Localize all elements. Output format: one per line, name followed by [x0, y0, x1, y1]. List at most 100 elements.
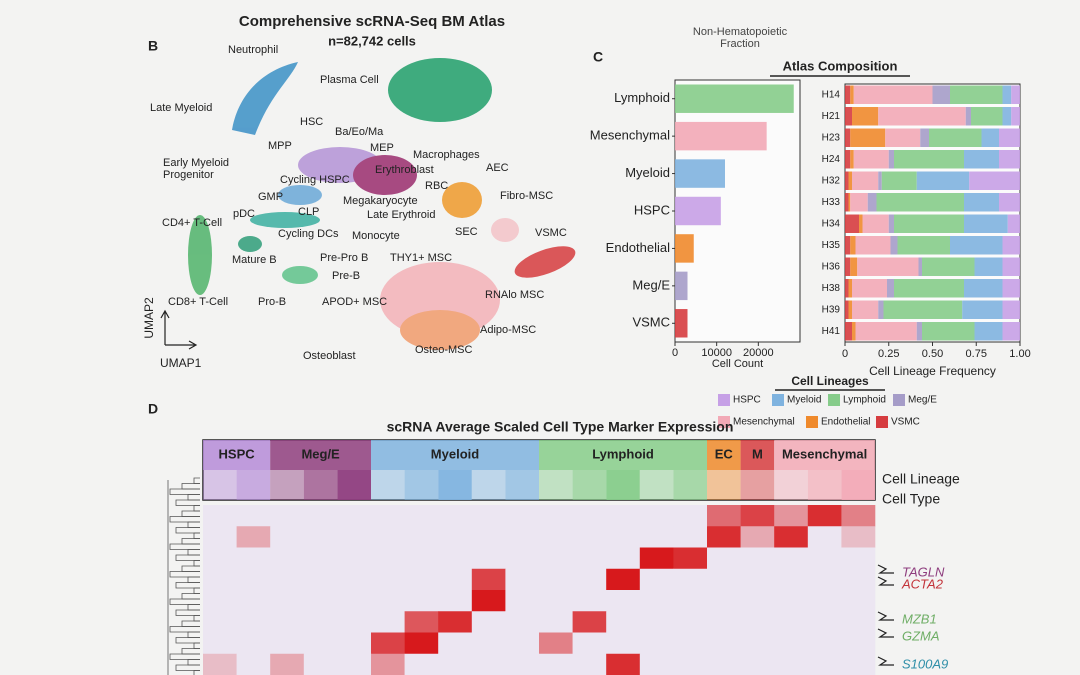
dendrogram-branch [187, 549, 200, 556]
heatmap-cell [639, 526, 674, 548]
heatmap-cell [337, 653, 372, 675]
stacked-segment [845, 193, 849, 212]
heatmap-cell [303, 526, 338, 548]
heatmap-cell [438, 653, 473, 675]
legend-swatch [718, 394, 730, 406]
heatmap-cell [707, 526, 741, 548]
legend-label: HSPC [733, 395, 761, 406]
heatmap-cell [438, 632, 473, 655]
cell-type-band [203, 470, 237, 500]
dendrogram [167, 477, 200, 675]
legend-swatch [718, 416, 730, 428]
heatmap-cell [371, 505, 405, 527]
heatmap-cell [505, 505, 540, 527]
category-label: HSPC [634, 202, 670, 217]
dendrogram-branch [169, 543, 200, 550]
stacked-segment [845, 322, 852, 341]
lineage-label: Meg/E [301, 446, 340, 461]
heatmap-cell [841, 526, 876, 548]
cluster-label: VSMC [535, 227, 567, 239]
heatmap-cell [807, 653, 842, 675]
category-label: H23 [822, 132, 841, 143]
heatmap-cell [606, 653, 641, 675]
heatmap-cell [606, 526, 641, 548]
umap-cluster [278, 185, 322, 205]
panel-label: B [148, 38, 158, 54]
cluster-label: Cycling HSPC [280, 174, 350, 186]
legend-swatch [876, 416, 888, 428]
heatmap-cell [841, 632, 876, 655]
legend-label: Mesenchymal [733, 417, 795, 428]
heatmap-cell [505, 526, 540, 548]
category-label: H41 [822, 326, 841, 337]
stacked-segment [920, 128, 929, 147]
heatmap-cell [303, 547, 338, 570]
category-label: H14 [822, 89, 841, 100]
stacked-segment [962, 300, 1003, 319]
umap-cluster [400, 310, 480, 350]
bar [675, 159, 725, 188]
stacked-segment [845, 150, 851, 169]
cluster-label: CLP [298, 206, 320, 218]
lineage-band [707, 440, 741, 470]
heatmap-cell [572, 653, 607, 675]
heatmap-cell [572, 590, 607, 612]
legend-title: Cell Lineages [791, 374, 869, 388]
dendrogram-branch [175, 499, 200, 506]
panel-label: C [593, 49, 603, 65]
stacked-segment [965, 107, 971, 126]
heatmap-cell [673, 611, 708, 633]
legend-label: Lymphoid [843, 395, 886, 406]
heatmap-cell [572, 611, 607, 633]
dendrogram-branch [193, 587, 200, 594]
legend-label: VSMC [891, 417, 920, 428]
gene-label: GZMA [902, 628, 940, 643]
stacked-segment [845, 257, 851, 276]
heatmap-cell [707, 505, 741, 527]
heatmap-cell [539, 505, 573, 527]
dendrogram-branch [169, 598, 200, 605]
heatmap-cell [539, 611, 573, 633]
category-label: H24 [822, 154, 841, 165]
legend-label: Endothelial [821, 417, 870, 428]
heatmap-cell [740, 590, 775, 612]
heatmap-cell [572, 568, 607, 591]
heatmap-cell [841, 568, 876, 591]
heatmap-cell [673, 526, 708, 548]
heatmap-cell [303, 505, 338, 527]
stacked-segment [878, 300, 884, 319]
panel-subtitle: n=82,742 cells [328, 33, 416, 48]
stacked-segment [867, 193, 877, 212]
x-axis-label: Cell Lineage Frequency [869, 364, 996, 378]
heatmap-cell [774, 505, 809, 527]
heatmap-cell [673, 653, 708, 675]
dendrogram-branch [193, 615, 200, 622]
heatmap-cell [707, 568, 741, 591]
lineage-label: HSPC [219, 446, 256, 461]
lineage-label: Lymphoid [592, 446, 654, 461]
dendrogram-branch [169, 653, 200, 660]
stacked-segment [855, 236, 891, 255]
heatmap-cell [707, 632, 741, 655]
stacked-segment [845, 85, 851, 104]
cluster-label: Osteo-MSC [415, 344, 473, 356]
stacked-segment [888, 150, 894, 169]
stacked-segment [850, 150, 854, 169]
stacked-segment [862, 214, 889, 233]
heatmap-cell [606, 568, 641, 591]
heatmap-cell [639, 568, 674, 591]
umap-cluster [442, 182, 482, 218]
stacked-segment [922, 257, 975, 276]
dendrogram-branch [175, 582, 200, 589]
cluster-label: CD4+ T-Cell [162, 217, 223, 229]
legend-swatch [806, 416, 818, 428]
heatmap-cell [807, 590, 842, 612]
cluster-label: Cycling DCs [278, 228, 339, 240]
dendrogram-branch [175, 527, 200, 534]
legend-swatch [893, 394, 905, 406]
heatmap-cell [471, 653, 506, 675]
heatmap-cell [203, 653, 237, 675]
umap-cluster [491, 218, 519, 242]
stacked-segment [850, 193, 868, 212]
